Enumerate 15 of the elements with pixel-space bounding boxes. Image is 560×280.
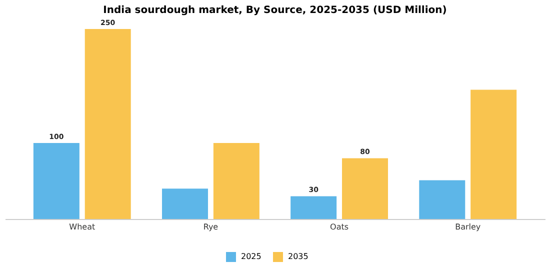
bar <box>470 90 517 219</box>
x-tick-label: Oats <box>330 222 349 232</box>
bar <box>84 29 131 219</box>
bar <box>162 188 208 219</box>
legend-label: 2025 <box>241 252 262 261</box>
legend-label: 2035 <box>288 252 308 261</box>
x-tick-label: Barley <box>455 222 481 232</box>
bar <box>290 196 337 219</box>
x-tick-label: Wheat <box>69 222 96 232</box>
bar <box>213 143 260 219</box>
chart-title: India sourdough market, By Source, 2025-2035 (USD Million) <box>103 5 447 16</box>
bar <box>419 180 466 219</box>
bar <box>33 143 80 219</box>
x-tick-label: Rye <box>203 222 218 232</box>
bar <box>342 158 388 219</box>
